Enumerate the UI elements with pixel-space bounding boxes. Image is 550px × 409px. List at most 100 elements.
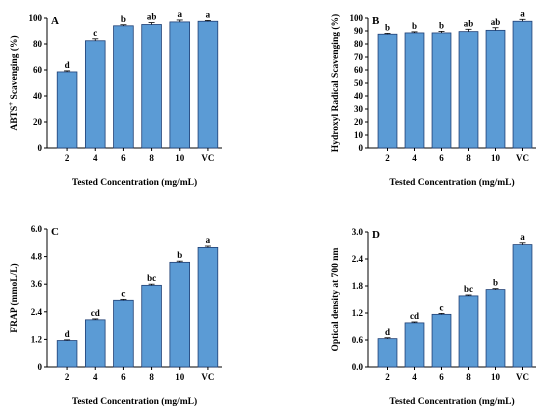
- significance-label: ab: [491, 17, 501, 27]
- significance-label: b: [177, 250, 182, 260]
- x-tick-label: 4: [412, 372, 417, 382]
- y-axis-title: ABTS+ Scavenging (%): [7, 35, 20, 130]
- x-tick-label: 8: [466, 153, 471, 163]
- x-tick-label: 4: [93, 153, 98, 163]
- bar-VC: [512, 20, 533, 149]
- bar-VC: [512, 244, 533, 368]
- significance-label: ab: [147, 12, 157, 22]
- x-tick-label: VC: [201, 372, 214, 382]
- y-tick-label: 70: [354, 52, 364, 62]
- y-axis-title-main: Hydroxyl Radical Scavenging (%): [330, 14, 341, 152]
- x-tick-label: 10: [175, 372, 185, 382]
- significance-label: a: [206, 235, 211, 245]
- y-tick-label: 2.4: [352, 254, 364, 264]
- x-tick-label: VC: [516, 153, 529, 163]
- chart-panel-a: 0 20 40 60 80 100 d 2 c 4 b 6 ab 8 a 10 a VC A Tested Conce…: [7, 9, 222, 188]
- y-tick-label: 40: [354, 91, 364, 101]
- y-tick-label: 100: [29, 13, 43, 23]
- x-tick-label: 10: [491, 372, 501, 382]
- x-tick-label: 8: [466, 372, 471, 382]
- y-tick-label: 0: [359, 143, 364, 153]
- bar-VC: [197, 246, 219, 368]
- bar-8: [458, 31, 479, 149]
- significance-label: c: [121, 288, 125, 298]
- x-tick-label: 2: [65, 372, 70, 382]
- y-axis-title-rest: Scavenging (%): [9, 35, 20, 102]
- bar-10: [169, 261, 191, 368]
- y-axis-title-main: FRAP (mmoL/L): [9, 263, 20, 332]
- significance-label: b: [493, 278, 498, 288]
- bar-6: [113, 25, 134, 149]
- x-tick-label: 8: [149, 372, 154, 382]
- panel-letter: D: [372, 229, 380, 241]
- y-tick-label: 30: [354, 104, 364, 114]
- bar-8: [141, 284, 162, 368]
- x-tick-label: 10: [175, 153, 185, 163]
- significance-label: d: [65, 329, 70, 339]
- y-tick-label: 1.2: [31, 334, 43, 344]
- x-tick-label: 6: [439, 372, 444, 382]
- y-tick-label: 4.8: [31, 252, 43, 262]
- panel-letter: C: [51, 226, 59, 238]
- y-axis-title: FRAP (mmoL/L): [9, 263, 20, 332]
- significance-label: bc: [147, 273, 156, 283]
- bar-6: [431, 313, 452, 368]
- x-tick-label: 6: [439, 153, 444, 163]
- bar-4: [84, 319, 106, 368]
- x-tick-label: VC: [201, 153, 214, 163]
- bar-2: [56, 340, 78, 368]
- bar-4: [404, 322, 425, 368]
- x-tick-label: 2: [65, 153, 70, 163]
- x-tick-label: 2: [385, 153, 390, 163]
- y-tick-label: 0.0: [352, 362, 364, 372]
- x-tick-label: 6: [121, 372, 126, 382]
- y-tick-label: 3.0: [352, 227, 364, 237]
- chart-panel-b: 0 10 20 30 40 50 60 70 80 90 100 b 2 b 4 b 6 ab 8 ab 10 a VC B T…: [330, 8, 536, 188]
- bar-10: [169, 21, 191, 149]
- y-axis-title: Hydroxyl Radical Scavenging (%): [330, 14, 341, 152]
- bar-2: [377, 338, 398, 368]
- significance-label: a: [520, 8, 525, 18]
- significance-label: a: [206, 9, 211, 19]
- x-tick-label: 2: [385, 372, 390, 382]
- y-tick-label: 40: [33, 91, 43, 101]
- y-tick-label: 80: [354, 39, 364, 49]
- y-tick-label: 80: [33, 39, 43, 49]
- x-tick-label: 8: [149, 153, 154, 163]
- y-axis-title-main: ABTS: [10, 106, 20, 131]
- y-axis-title-main: Optical density at 700 nm: [331, 247, 341, 351]
- bar-10: [485, 289, 506, 368]
- y-tick-label: 0.6: [352, 335, 364, 345]
- x-tick-label: VC: [516, 372, 529, 382]
- y-tick-label: 90: [354, 26, 364, 36]
- significance-label: d: [385, 327, 390, 337]
- x-tick-label: 4: [93, 372, 98, 382]
- significance-label: c: [93, 28, 97, 38]
- bar-10: [485, 29, 506, 149]
- y-axis-title-sup: +: [7, 102, 15, 106]
- x-axis-title: Tested Concentration (mg/mL): [389, 177, 514, 188]
- chart-panel-d: 0.0 0.6 1.2 1.8 2.4 3.0 d 2 cd 4 c 6 bc 8 b 10 a VC D Teste…: [331, 227, 536, 407]
- significance-label: b: [439, 20, 444, 30]
- bar-6: [431, 32, 452, 149]
- significance-label: b: [412, 21, 417, 31]
- y-tick-label: 6.0: [31, 224, 43, 234]
- x-tick-label: 6: [121, 153, 126, 163]
- chart-panel-c: 0 1.2 2.4 3.6 4.8 6.0 d 2 cd 4 c 6 bc 8 b 10 a VC C Tested …: [9, 224, 222, 407]
- y-tick-label: 3.6: [31, 279, 43, 289]
- significance-label: d: [65, 60, 70, 70]
- significance-label: bc: [464, 284, 473, 294]
- significance-label: b: [121, 14, 126, 24]
- panel-letter: B: [372, 15, 380, 27]
- y-tick-label: 50: [354, 78, 364, 88]
- significance-label: c: [440, 302, 444, 312]
- bar-8: [141, 24, 162, 149]
- bar-4: [404, 32, 425, 149]
- significance-label: b: [385, 22, 390, 32]
- x-axis-title: Tested Concentration (mg/mL): [72, 396, 197, 407]
- bar-6: [113, 299, 134, 368]
- y-tick-label: 60: [33, 65, 43, 75]
- bar-4: [84, 40, 106, 149]
- y-axis-title: Optical density at 700 nm: [331, 247, 341, 351]
